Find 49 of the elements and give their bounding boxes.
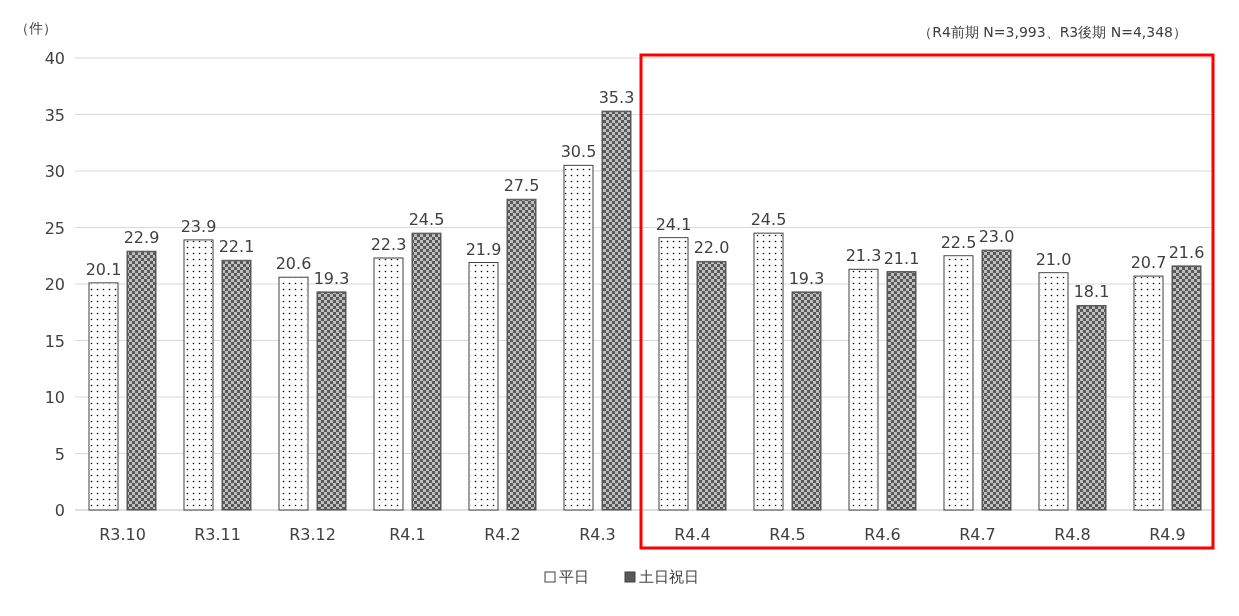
data-label: 21.0 bbox=[1035, 249, 1072, 269]
data-label: 20.7 bbox=[1130, 253, 1167, 273]
y-tick-label: 35 bbox=[44, 105, 65, 125]
data-label: 21.1 bbox=[883, 248, 920, 268]
x-tick-label: R4.9 bbox=[1149, 525, 1186, 544]
y-tick-label: 5 bbox=[54, 444, 65, 464]
data-label: 24.1 bbox=[655, 214, 692, 234]
x-tick-label: R4.2 bbox=[484, 525, 521, 544]
y-tick-label: 10 bbox=[44, 388, 65, 407]
legend-label: 平日 bbox=[559, 568, 589, 586]
data-label: 22.9 bbox=[123, 228, 160, 248]
text: （R4前期 N=3,993、R3後期 N=4,348） bbox=[918, 24, 1187, 40]
data-label: 24.5 bbox=[750, 210, 787, 230]
y-axis-title: （件） bbox=[15, 20, 57, 36]
data-label: 20.6 bbox=[275, 254, 312, 274]
data-label: 30.5 bbox=[560, 142, 597, 162]
x-tick-label: R4.8 bbox=[1054, 525, 1091, 544]
data-label: 24.5 bbox=[408, 210, 445, 230]
x-tick-label: R4.4 bbox=[674, 525, 711, 544]
data-label: 22.3 bbox=[370, 235, 407, 255]
data-label: 27.5 bbox=[503, 176, 540, 196]
data-label: 22.1 bbox=[218, 237, 255, 257]
data-label: 18.1 bbox=[1073, 282, 1110, 302]
y-tick-label: 15 bbox=[44, 331, 65, 351]
y-tick-label: 40 bbox=[44, 49, 65, 68]
x-tick-label: R3.11 bbox=[194, 525, 241, 544]
x-tick-label: R4.6 bbox=[864, 525, 901, 544]
data-label: 20.1 bbox=[85, 259, 122, 279]
y-tick-label: 30 bbox=[44, 162, 65, 181]
y-tick-label: 20 bbox=[44, 275, 65, 294]
data-label: 22.5 bbox=[940, 232, 977, 252]
y-tick-label: 25 bbox=[44, 218, 65, 238]
x-tick-label: R3.12 bbox=[289, 525, 336, 544]
data-label: 19.3 bbox=[788, 268, 825, 288]
data-label: 35.3 bbox=[598, 88, 635, 108]
x-tick-label: R4.1 bbox=[389, 525, 426, 544]
data-label: 23.9 bbox=[180, 216, 217, 236]
data-label: 19.3 bbox=[313, 268, 350, 288]
x-tick-label: R4.7 bbox=[959, 525, 996, 544]
data-label: 21.9 bbox=[465, 239, 502, 259]
data-label: 22.0 bbox=[693, 238, 730, 258]
data-label: 23.0 bbox=[978, 227, 1015, 247]
x-tick-label: R4.3 bbox=[579, 525, 616, 544]
y-tick-label: 0 bbox=[54, 501, 65, 520]
x-tick-label: R3.10 bbox=[99, 525, 146, 544]
legend-label: 土日祝日 bbox=[639, 568, 699, 586]
data-label: 21.3 bbox=[845, 246, 882, 266]
data-label: 21.6 bbox=[1168, 242, 1205, 262]
x-tick-label: R4.5 bbox=[769, 525, 806, 544]
